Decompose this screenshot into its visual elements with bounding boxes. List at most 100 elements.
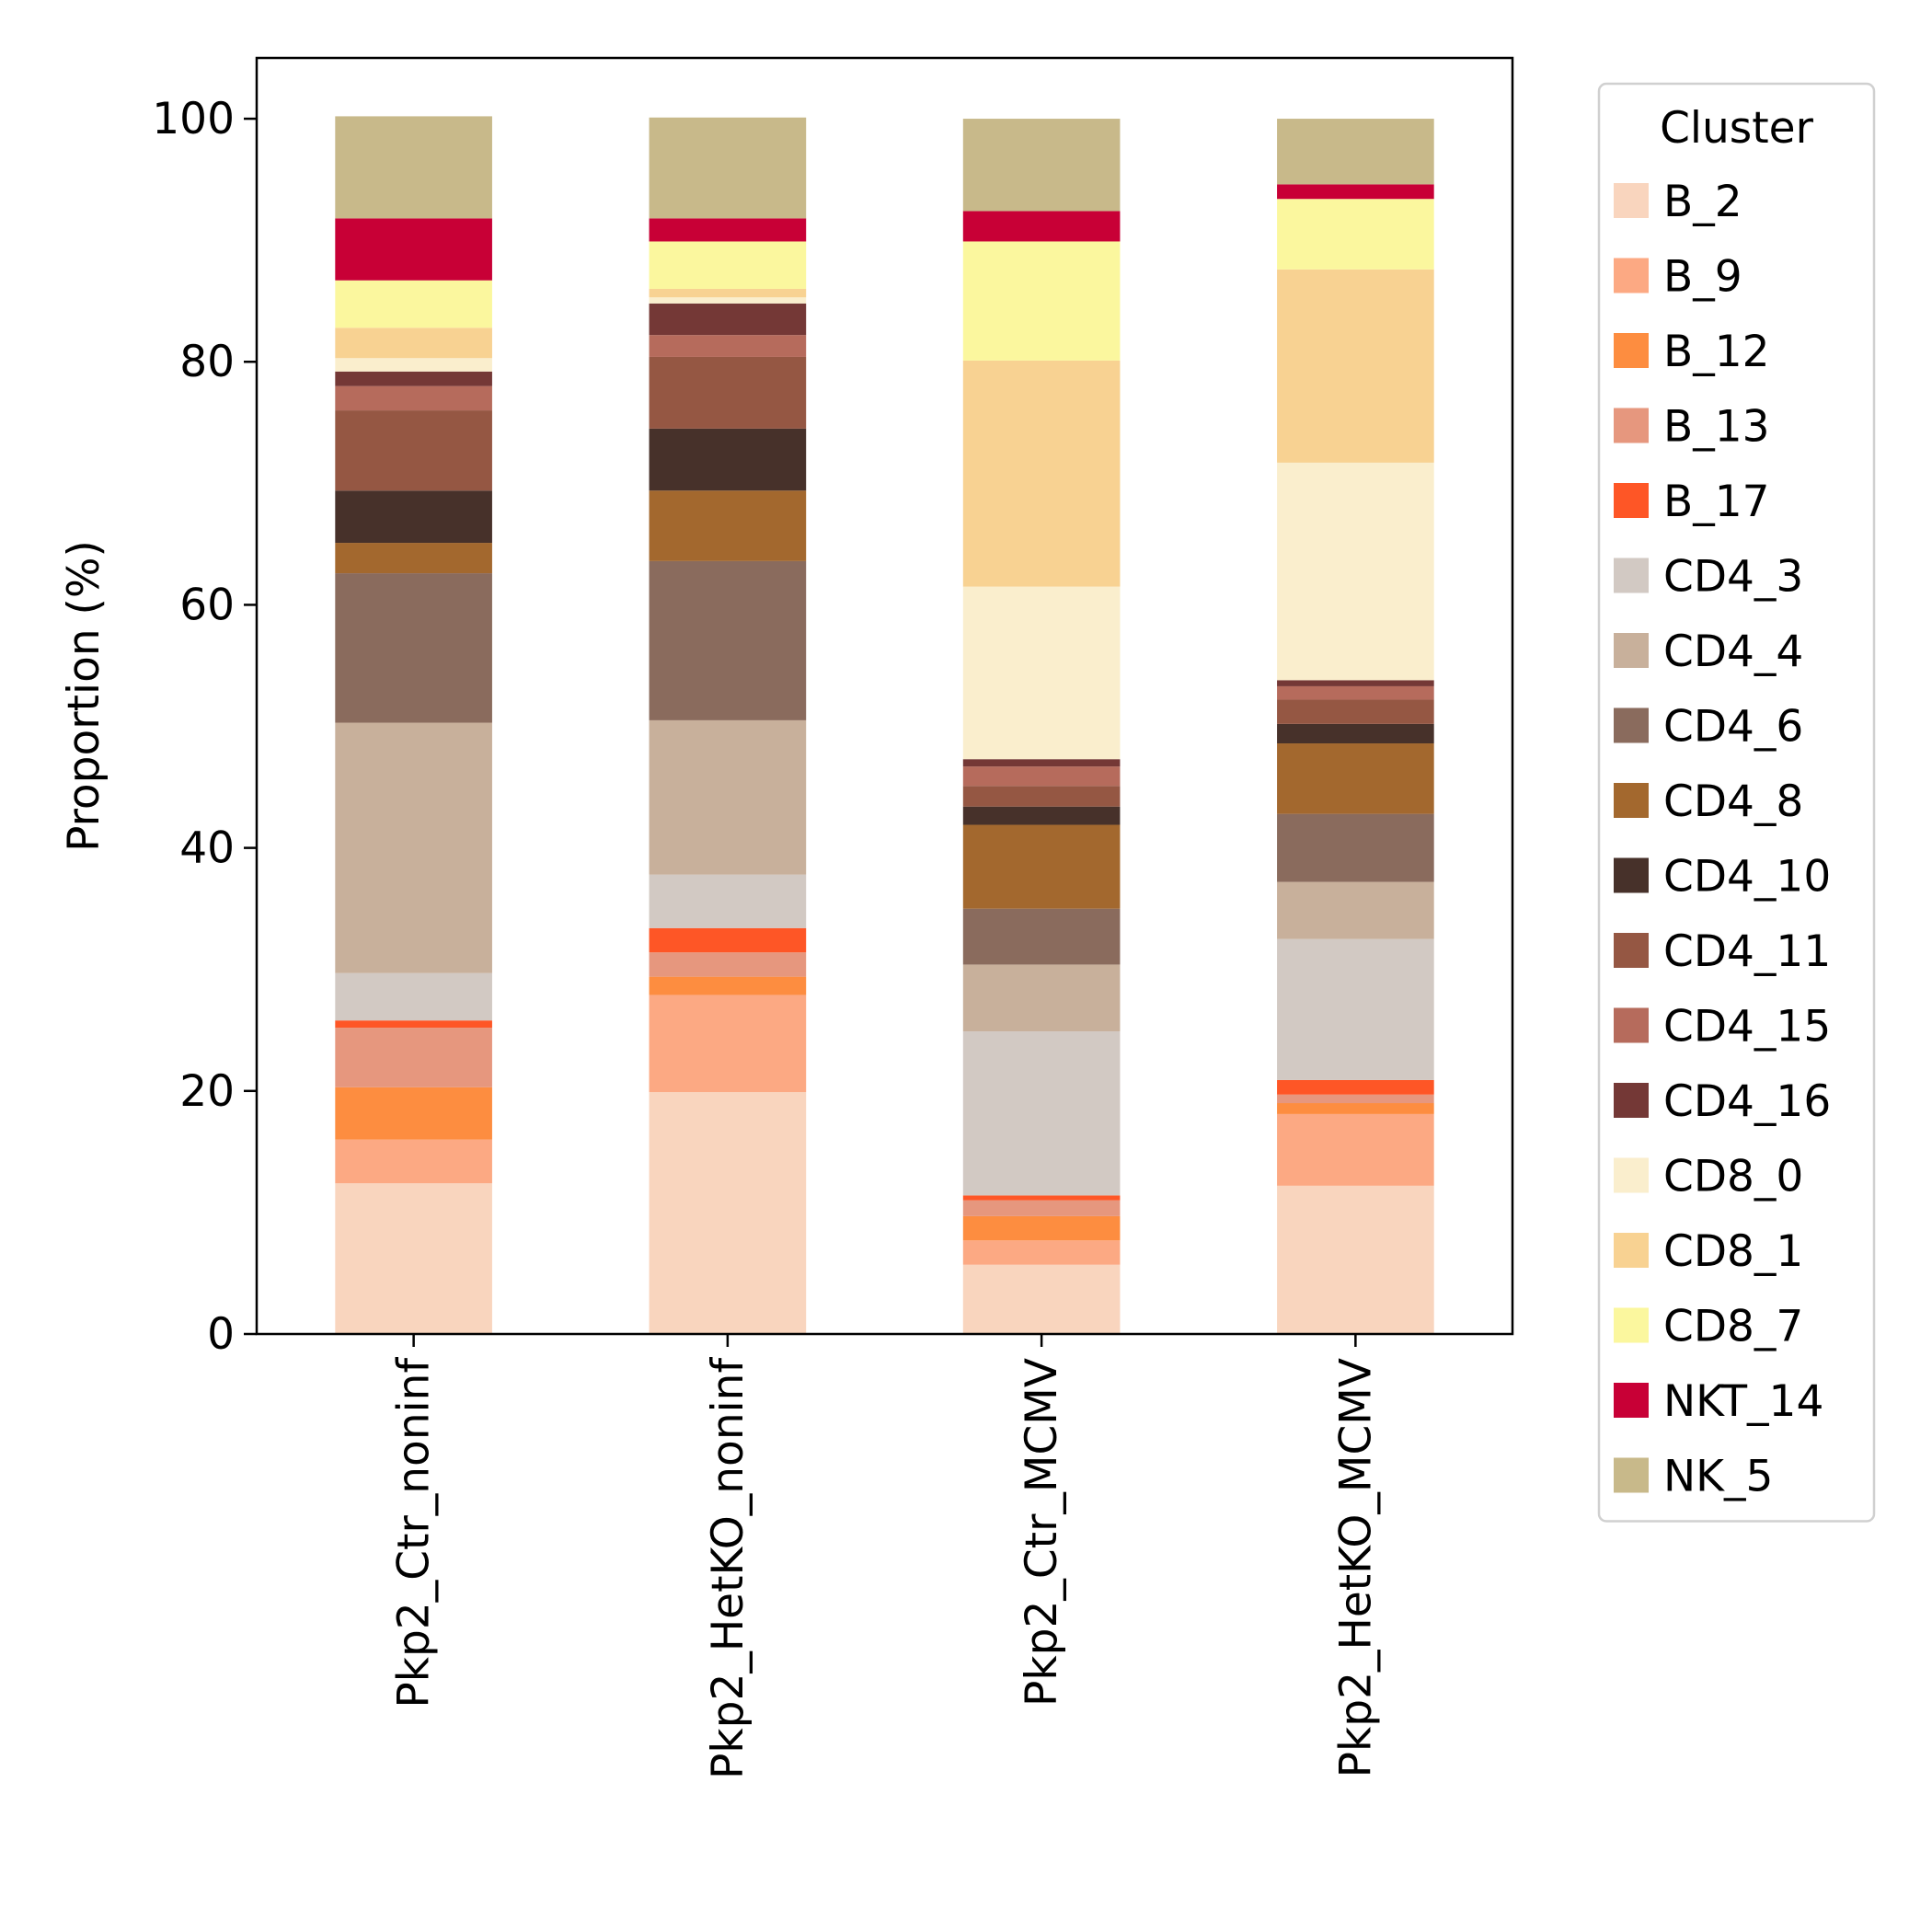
legend-label-b-17: B_17: [1663, 477, 1770, 527]
y-axis-label: Proportion (%): [59, 540, 109, 852]
bar-segment-pkp2-hetko-noninf-cd4-15: [649, 335, 807, 357]
legend-label-b-12: B_12: [1663, 327, 1770, 377]
legend-label-cd4-11: CD4_11: [1663, 926, 1831, 977]
bar-segment-pkp2-hetko-mcmv-cd8-7: [1277, 199, 1434, 270]
bar-segment-pkp2-ctr-mcmv-cd4-15: [962, 766, 1121, 787]
x-tick-label-pkp2-ctr-mcmv: Pkp2_Ctr_MCMV: [1017, 1358, 1067, 1707]
bar-segment-pkp2-ctr-mcmv-cd4-6: [962, 908, 1121, 965]
legend-swatch-b-17: [1614, 483, 1649, 518]
bar-segment-pkp2-ctr-noninf-cd4-6: [335, 573, 492, 723]
y-tick-label-100: 100: [152, 94, 235, 144]
plot-area-frame: [255, 56, 1514, 1336]
legend-label-b-9: B_9: [1663, 252, 1742, 303]
bar-segment-pkp2-ctr-mcmv-cd4-8: [962, 824, 1121, 909]
bar-segment-pkp2-hetko-mcmv-cd4-6: [1277, 813, 1434, 882]
legend-label-cd4-3: CD4_3: [1663, 552, 1803, 603]
bar-segment-pkp2-hetko-mcmv-cd4-4: [1277, 881, 1434, 939]
legend-swatch-cd8-1: [1614, 1233, 1649, 1268]
legend-swatch-b-12: [1614, 333, 1649, 368]
legend-swatch-cd4-11: [1614, 933, 1649, 968]
bar-segment-pkp2-ctr-noninf-b-12: [335, 1087, 492, 1140]
legend-label-cd4-8: CD4_8: [1663, 776, 1803, 827]
bar-segment-pkp2-hetko-noninf-b-13: [649, 952, 807, 977]
bar-segment-pkp2-hetko-mcmv-b-13: [1277, 1094, 1434, 1104]
legend-label-nkt-14: NKT_14: [1663, 1376, 1823, 1427]
legend-swatch-nkt-14: [1614, 1383, 1649, 1418]
y-tick-label-80: 80: [179, 337, 235, 387]
bar-segment-pkp2-ctr-noninf-cd4-16: [335, 371, 492, 386]
x-tick-label-pkp2-ctr-noninf: Pkp2_Ctr_noninf: [389, 1357, 440, 1708]
bar-segment-pkp2-ctr-mcmv-cd4-10: [962, 806, 1121, 825]
legend-label-cd4-4: CD4_4: [1663, 627, 1803, 677]
legend-swatch-nk-5: [1614, 1457, 1649, 1493]
bar-segment-pkp2-hetko-mcmv-cd4-3: [1277, 938, 1434, 1080]
bar-segment-pkp2-hetko-noninf-cd8-1: [649, 288, 807, 298]
bar-segment-pkp2-hetko-noninf-nkt-14: [649, 218, 807, 242]
bar-segment-pkp2-hetko-mcmv-nkt-14: [1277, 184, 1434, 200]
x-tick-label-pkp2-hetko-mcmv: Pkp2_HetKO_MCMV: [1330, 1358, 1381, 1777]
bar-segment-pkp2-ctr-noninf-cd4-10: [335, 490, 492, 544]
bar-segment-pkp2-hetko-noninf-cd8-7: [649, 241, 807, 289]
bar-segment-pkp2-hetko-noninf-b-17: [649, 927, 807, 953]
bar-segment-pkp2-ctr-noninf-cd8-0: [335, 358, 492, 372]
bar-segment-pkp2-hetko-mcmv-b-12: [1277, 1103, 1434, 1114]
legend-swatch-cd4-8: [1614, 783, 1649, 818]
legend-frame: [1597, 82, 1876, 1523]
bar-segment-pkp2-ctr-mcmv-cd8-7: [962, 241, 1121, 361]
bar-segment-pkp2-ctr-noninf-cd4-8: [335, 543, 492, 574]
legend-label-nk-5: NK_5: [1663, 1452, 1773, 1502]
bar-segment-pkp2-hetko-noninf-nk-5: [649, 117, 807, 219]
legend-swatch-cd4-16: [1614, 1083, 1649, 1118]
bar-segment-pkp2-ctr-mcmv-b-2: [962, 1264, 1121, 1334]
bar-segment-pkp2-hetko-noninf-cd4-4: [649, 719, 807, 875]
bar-segment-pkp2-ctr-noninf-cd4-15: [335, 385, 492, 411]
bar-segment-pkp2-ctr-noninf-b-17: [335, 1020, 492, 1029]
legend-label-cd8-0: CD8_0: [1663, 1152, 1803, 1202]
legend-swatch-cd4-3: [1614, 558, 1649, 593]
bar-segment-pkp2-hetko-noninf-cd8-0: [649, 297, 807, 304]
legend-swatch-b-2: [1614, 183, 1649, 218]
bar-segment-pkp2-ctr-noninf-b-13: [335, 1028, 492, 1087]
bar-segment-pkp2-ctr-mcmv-b-17: [962, 1195, 1121, 1201]
y-tick-label-40: 40: [179, 823, 235, 874]
bar-segment-pkp2-hetko-mcmv-cd4-11: [1277, 699, 1434, 724]
bar-segment-pkp2-hetko-noninf-cd4-8: [649, 490, 807, 561]
bar-segment-pkp2-ctr-noninf-cd4-3: [335, 972, 492, 1021]
bar-segment-pkp2-ctr-mcmv-b-12: [962, 1215, 1121, 1241]
y-axis: 0 20 40 60 80 100: [152, 94, 257, 1360]
bar-segment-pkp2-hetko-noninf-b-12: [649, 976, 807, 995]
bar-segment-pkp2-ctr-mcmv-b-13: [962, 1200, 1121, 1216]
bar-segment-pkp2-ctr-noninf-b-2: [335, 1183, 492, 1334]
bar-segment-pkp2-hetko-mcmv-nk-5: [1277, 119, 1434, 185]
bar-segment-pkp2-hetko-noninf-cd4-3: [649, 874, 807, 928]
bar-segment-pkp2-hetko-mcmv-b-2: [1277, 1185, 1434, 1334]
legend-label-b-13: B_13: [1663, 402, 1770, 453]
bar-segment-pkp2-ctr-mcmv-cd8-1: [962, 360, 1121, 587]
bar-segment-pkp2-hetko-mcmv-cd4-10: [1277, 723, 1434, 744]
legend-label-cd8-1: CD8_1: [1663, 1226, 1803, 1277]
legend-swatch-cd4-4: [1614, 633, 1649, 668]
bar-segment-pkp2-hetko-noninf-b-2: [649, 1092, 807, 1334]
legend-swatch-cd8-7: [1614, 1307, 1649, 1343]
y-tick-label-60: 60: [179, 580, 235, 630]
bar-segment-pkp2-hetko-mcmv-cd8-0: [1277, 462, 1434, 681]
x-axis: Pkp2_Ctr_noninf Pkp2_HetKO_noninf Pkp2_Ctr…: [389, 1334, 1381, 1779]
bar-segment-pkp2-hetko-mcmv-cd4-16: [1277, 680, 1434, 686]
legend-swatch-cd8-0: [1614, 1157, 1649, 1193]
bar-segment-pkp2-ctr-mcmv-nkt-14: [962, 211, 1121, 242]
bar-segment-pkp2-ctr-noninf-cd8-1: [335, 328, 492, 359]
bar-segment-pkp2-hetko-noninf-cd4-6: [649, 560, 807, 720]
bar-segment-pkp2-hetko-mcmv-b-17: [1277, 1079, 1434, 1095]
bar-segment-pkp2-hetko-mcmv-b-9: [1277, 1113, 1434, 1186]
legend-swatch-cd4-15: [1614, 1007, 1649, 1043]
legend-label-cd4-16: CD4_16: [1663, 1076, 1831, 1127]
legend-swatch-cd4-10: [1614, 857, 1649, 893]
bars-layer: [335, 116, 1434, 1334]
legend-swatch-b-9: [1614, 258, 1649, 293]
legend-swatch-cd4-6: [1614, 707, 1649, 743]
bar-segment-pkp2-ctr-mcmv-cd4-16: [962, 759, 1121, 767]
bar-segment-pkp2-ctr-mcmv-cd8-0: [962, 586, 1121, 760]
legend-label-cd8-7: CD8_7: [1663, 1302, 1803, 1352]
